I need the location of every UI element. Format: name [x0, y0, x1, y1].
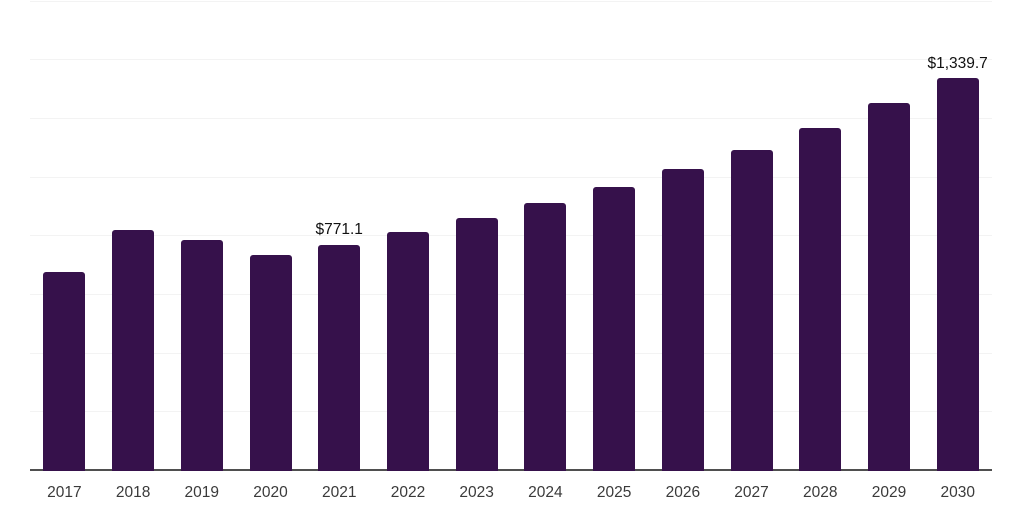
x-tick-2017: 2017: [47, 484, 82, 501]
gridline-800: [30, 235, 992, 237]
x-tick-2019: 2019: [184, 484, 220, 501]
x-tick-2030: 2030: [940, 484, 975, 501]
x-tick-2028: 2028: [803, 484, 838, 501]
bar-2029: [867, 103, 910, 471]
x-tick-2024: 2024: [528, 484, 563, 501]
plot-area: $771.1 $1,339.7: [30, 0, 992, 471]
x-tick-2018: 2018: [115, 484, 151, 501]
bar-2026: [661, 169, 704, 471]
bar-2027: [730, 149, 773, 471]
x-tick-2022: 2022: [390, 484, 426, 501]
gridline-1400: [30, 59, 992, 61]
bar-2025: [593, 187, 636, 471]
gridline-200: [30, 411, 992, 413]
bar-2019: [180, 240, 223, 471]
x-tick-2020: 2020: [253, 484, 288, 501]
bar-2021: [318, 244, 361, 471]
x-tick-2027: 2027: [734, 484, 769, 501]
data-label-2030: $1,339.7: [927, 54, 988, 72]
gridline-1000: [30, 176, 992, 178]
x-tick-2029: 2029: [871, 484, 907, 501]
bar-2018: [112, 230, 155, 471]
bar-2020: [249, 255, 292, 471]
bar-2023: [455, 218, 498, 471]
gridline-400: [30, 352, 992, 354]
gridline-600: [30, 294, 992, 295]
gridline-1600: [30, 0, 992, 2]
x-axis-tick-labels: 2017 2018 2019 2020 2021 2022 2023 2024 2025 2026…: [30, 482, 992, 504]
bar-2028: [799, 128, 842, 471]
bar-2022: [386, 232, 429, 471]
x-axis-line: [30, 469, 992, 471]
bar-2030: [936, 78, 979, 471]
bar-2024: [524, 203, 567, 471]
x-tick-2023: 2023: [459, 484, 494, 501]
x-tick-2025: 2025: [596, 484, 632, 501]
gridline-1200: [30, 118, 992, 119]
x-tick-2026: 2026: [665, 484, 701, 501]
bar-2017: [43, 272, 86, 471]
data-label-2021: $771.1: [315, 221, 363, 239]
x-tick-2021: 2021: [321, 484, 357, 501]
